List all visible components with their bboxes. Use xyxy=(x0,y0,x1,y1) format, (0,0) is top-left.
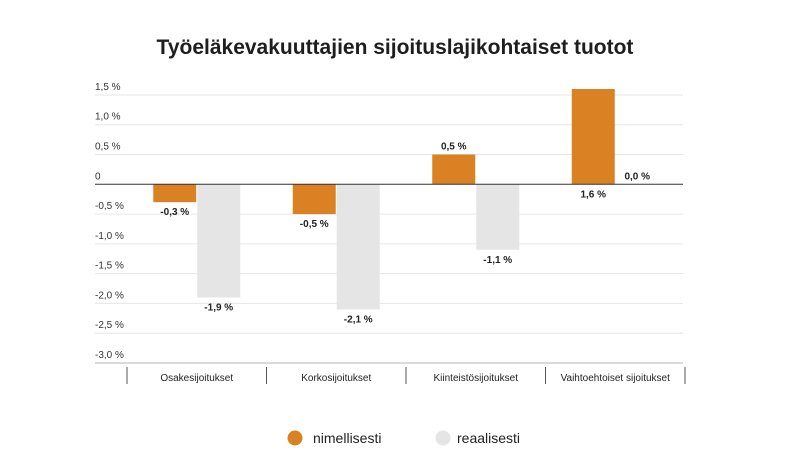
bars xyxy=(153,89,615,310)
legend-item-reaalisesti: reaalisesti xyxy=(435,430,520,446)
legend-item-nimellisesti: nimellisesti xyxy=(287,430,381,446)
bar-nimellisesti xyxy=(432,154,476,185)
axes: Osakesijoitukset Korkosijoitukset Kiinteis… xyxy=(95,183,686,384)
data-label: 0,5 % xyxy=(441,142,467,153)
bar-nimellisesti xyxy=(292,184,336,215)
data-label: -1,9 % xyxy=(204,302,233,313)
y-tick-label: -1,5 % xyxy=(95,261,124,272)
x-tick-label: Osakesijoitukset xyxy=(160,373,233,384)
y-tick-label: -2,5 % xyxy=(95,320,124,331)
y-tick-label: -1,0 % xyxy=(95,231,124,242)
x-tick-label: Kiinteistösijoitukset xyxy=(434,373,519,384)
y-tick-label: 0,5 % xyxy=(95,142,121,153)
legend-swatch xyxy=(287,430,303,446)
bar-nimellisesti xyxy=(571,89,615,185)
bar-reaalisesti xyxy=(197,184,241,298)
y-tick-label: 1,0 % xyxy=(95,112,121,123)
data-label: 1,6 % xyxy=(580,189,606,200)
y-tick-label: 1,5 % xyxy=(95,82,121,93)
data-label: -0,3 % xyxy=(160,207,189,218)
legend: nimellisesti reaalisesti xyxy=(287,430,520,446)
data-label: -0,5 % xyxy=(300,219,329,230)
data-label: -2,1 % xyxy=(344,314,373,325)
y-tick-label: -3,0 % xyxy=(95,350,124,361)
legend-label: reaalisesti xyxy=(457,430,520,446)
data-label: -1,1 % xyxy=(483,255,512,266)
y-tick-label: 0 xyxy=(95,171,101,182)
legend-label: nimellisesti xyxy=(313,430,381,446)
x-tick-label: Vaihtoehtoiset sijoitukset xyxy=(561,373,671,384)
bar-reaalisesti xyxy=(476,184,520,250)
bar-reaalisesti xyxy=(336,184,380,310)
data-labels: -0,3 % -0,5 % 0,5 % 1,6 % -1,9 % -2,1 % -1,1 %… xyxy=(160,142,650,326)
y-tick-label: -2,0 % xyxy=(95,290,124,301)
legend-swatch xyxy=(435,430,451,446)
chart-title: Työeläkevakuuttajien sijoituslajikohtais… xyxy=(157,36,634,59)
data-label: 0,0 % xyxy=(624,171,650,182)
x-tick-label: Korkosijoitukset xyxy=(301,373,371,384)
bar-nimellisesti xyxy=(153,184,197,203)
y-tick-label: -0,5 % xyxy=(95,201,124,212)
